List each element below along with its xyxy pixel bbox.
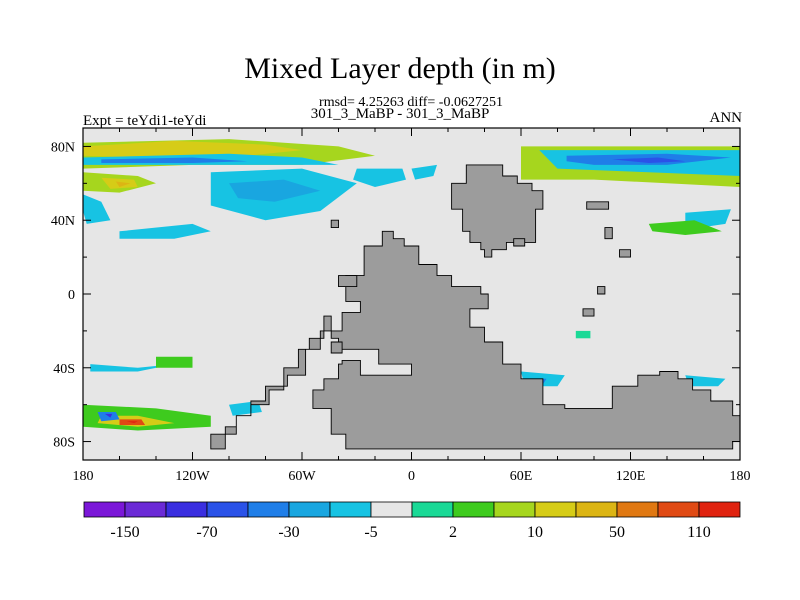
colorbar-swatch (370, 501, 413, 518)
colorbar-swatch (124, 501, 167, 518)
x-tick-label: 180 (73, 469, 94, 484)
land-mask (513, 238, 526, 247)
land-mask (210, 230, 740, 450)
colorbar-label: 110 (687, 524, 710, 541)
land-mask (586, 201, 610, 210)
colorbar-swatch (206, 501, 249, 518)
colorbar-label: 50 (609, 524, 625, 541)
colorbar: -150 -70 -30 -5 2 10 50 110 (83, 501, 741, 541)
colorbar-label: -30 (278, 524, 299, 541)
colorbar-swatch (247, 501, 290, 518)
contour-patch (685, 375, 726, 387)
y-tick-label: 80S (53, 436, 75, 451)
x-tick-label: 120W (175, 469, 210, 484)
contour-patch (229, 179, 321, 202)
contour-patch (101, 157, 248, 163)
colorbar-swatch (83, 501, 126, 518)
contour-patch (83, 140, 302, 158)
contour-patch (90, 364, 175, 372)
colorbar-swatch (575, 501, 618, 518)
contour-patch (97, 412, 120, 422)
chart-title: Mixed Layer depth (in m) (244, 52, 556, 85)
contour-patch (104, 413, 113, 418)
contour-patch (156, 356, 193, 368)
x-tick-label: 60W (288, 469, 316, 484)
colorbar-swatch (493, 501, 536, 518)
contour-patch (126, 421, 138, 424)
x-tick-label: 0 (408, 469, 415, 484)
colorbar-label: 2 (449, 524, 457, 541)
x-tick-label: 60E (510, 469, 533, 484)
colorbar-label: -150 (110, 524, 139, 541)
experiment-label: Expt = teYdi1-teYdi (83, 113, 207, 129)
land-mask (582, 308, 595, 317)
land-mask (604, 227, 613, 240)
season-label: ANN (709, 110, 743, 126)
y-tick-label: 0 (68, 288, 75, 303)
colorbar-swatch (452, 501, 495, 518)
contour-patch (648, 220, 722, 235)
land-mask (597, 286, 606, 295)
case-label: 301_3_MaBP - 301_3_MaBP (310, 106, 490, 122)
colorbar-label: -70 (196, 524, 217, 541)
contour-patch (411, 164, 437, 180)
contour-patch (83, 194, 111, 224)
colorbar-swatch (411, 501, 454, 518)
land-mask (338, 275, 358, 288)
y-tick-label: 40S (53, 362, 75, 377)
land-mask (330, 219, 339, 229)
land-mask (451, 164, 544, 258)
contour-patch (115, 181, 131, 187)
colorbar-swatch (616, 501, 659, 518)
colorbar-label: -5 (364, 524, 377, 541)
y-tick-label: 40N (51, 214, 75, 229)
contour-patch (119, 223, 211, 239)
colorbar-swatch (288, 501, 331, 518)
x-tick-label: 120E (616, 469, 646, 484)
colorbar-swatch (698, 501, 741, 518)
x-tick-label: 180 (730, 469, 751, 484)
land-mask (619, 249, 631, 258)
colorbar-swatch (329, 501, 372, 518)
contour-patch (575, 330, 591, 339)
land-mask (330, 341, 343, 354)
colorbar-swatch (657, 501, 700, 518)
y-tick-label: 80N (51, 140, 75, 155)
contour-patch (612, 157, 686, 163)
contour-patch (353, 168, 406, 187)
colorbar-swatch (165, 501, 208, 518)
stats-text: rmsd= 4.25263 diff= -0.0627251 (319, 95, 503, 110)
colorbar-label: 10 (527, 524, 543, 541)
colorbar-swatch (534, 501, 577, 518)
